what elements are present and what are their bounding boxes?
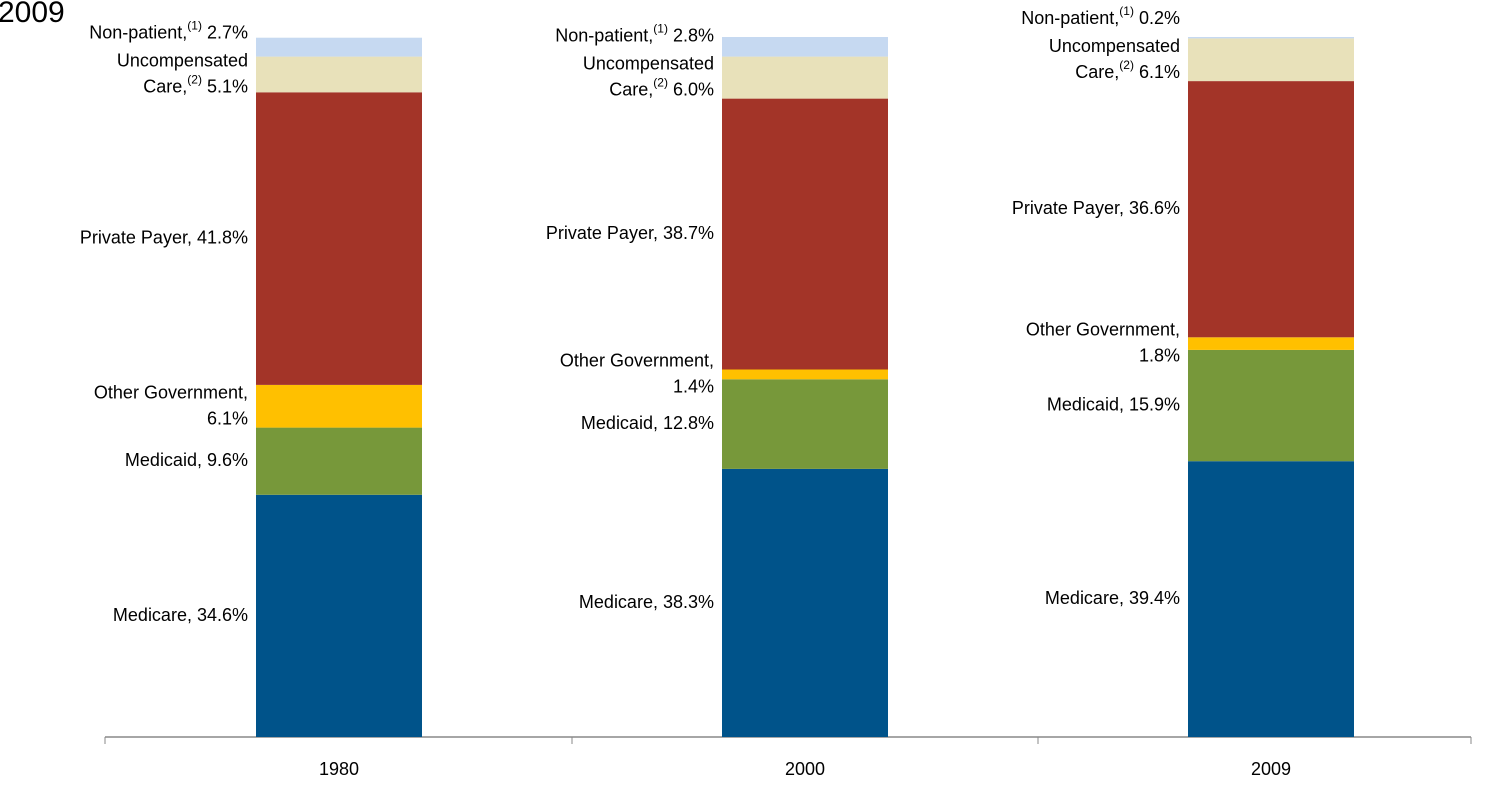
- data-label: Medicare, 38.3%: [579, 592, 714, 612]
- bar-segment: [256, 427, 422, 495]
- data-label: Uncompensated Care,(2) 6.1%: [1049, 36, 1180, 82]
- bar-segment: [256, 37, 422, 57]
- bar-segment: [1188, 81, 1354, 338]
- bar-segment: [1188, 461, 1354, 737]
- data-label: Uncompensated Care,(2) 5.1%: [117, 50, 248, 96]
- data-label: Private Payer, 36.6%: [1012, 198, 1180, 218]
- data-label: Uncompensated Care,(2) 6.0%: [583, 53, 714, 99]
- data-label: Other Government, 1.4%: [560, 350, 714, 396]
- data-label: Non-patient,(1) 2.8%: [555, 22, 714, 46]
- bar-segment: [722, 379, 888, 469]
- data-label: Private Payer, 41.8%: [80, 227, 248, 247]
- data-label: Medicaid, 12.8%: [581, 413, 714, 433]
- bar-segment: [256, 56, 422, 93]
- bar-segment: [1188, 337, 1354, 350]
- data-label: Other Government, 1.8%: [1026, 319, 1180, 365]
- data-label: Non-patient,(1) 2.7%: [89, 19, 248, 43]
- data-label: Medicaid, 9.6%: [125, 450, 248, 470]
- bar-segment: [722, 98, 888, 370]
- bar-segment: [256, 384, 422, 428]
- bar-segment: [1188, 349, 1354, 462]
- bar-segment: [722, 37, 888, 57]
- bar-segment: [1188, 38, 1354, 82]
- bar-segment: [722, 56, 888, 99]
- data-label: Medicaid, 15.9%: [1047, 394, 1180, 414]
- data-label: Other Government, 6.1%: [94, 382, 248, 428]
- data-label: Medicare, 39.4%: [1045, 588, 1180, 608]
- data-label: Private Payer, 38.7%: [546, 223, 714, 243]
- chart-title: 2009: [0, 0, 65, 29]
- x-tick-label: 2009: [1251, 759, 1291, 779]
- data-label: Medicare, 34.6%: [113, 605, 248, 625]
- bar-segment: [722, 468, 888, 737]
- bar-segment: [1188, 37, 1354, 39]
- data-label: Non-patient,(1) 0.2%: [1021, 4, 1180, 28]
- bar-segment: [722, 369, 888, 380]
- bar-segment: [256, 92, 422, 385]
- bar-segment: [256, 494, 422, 737]
- x-tick-label: 2000: [785, 759, 825, 779]
- x-tick-label: 1980: [319, 759, 359, 779]
